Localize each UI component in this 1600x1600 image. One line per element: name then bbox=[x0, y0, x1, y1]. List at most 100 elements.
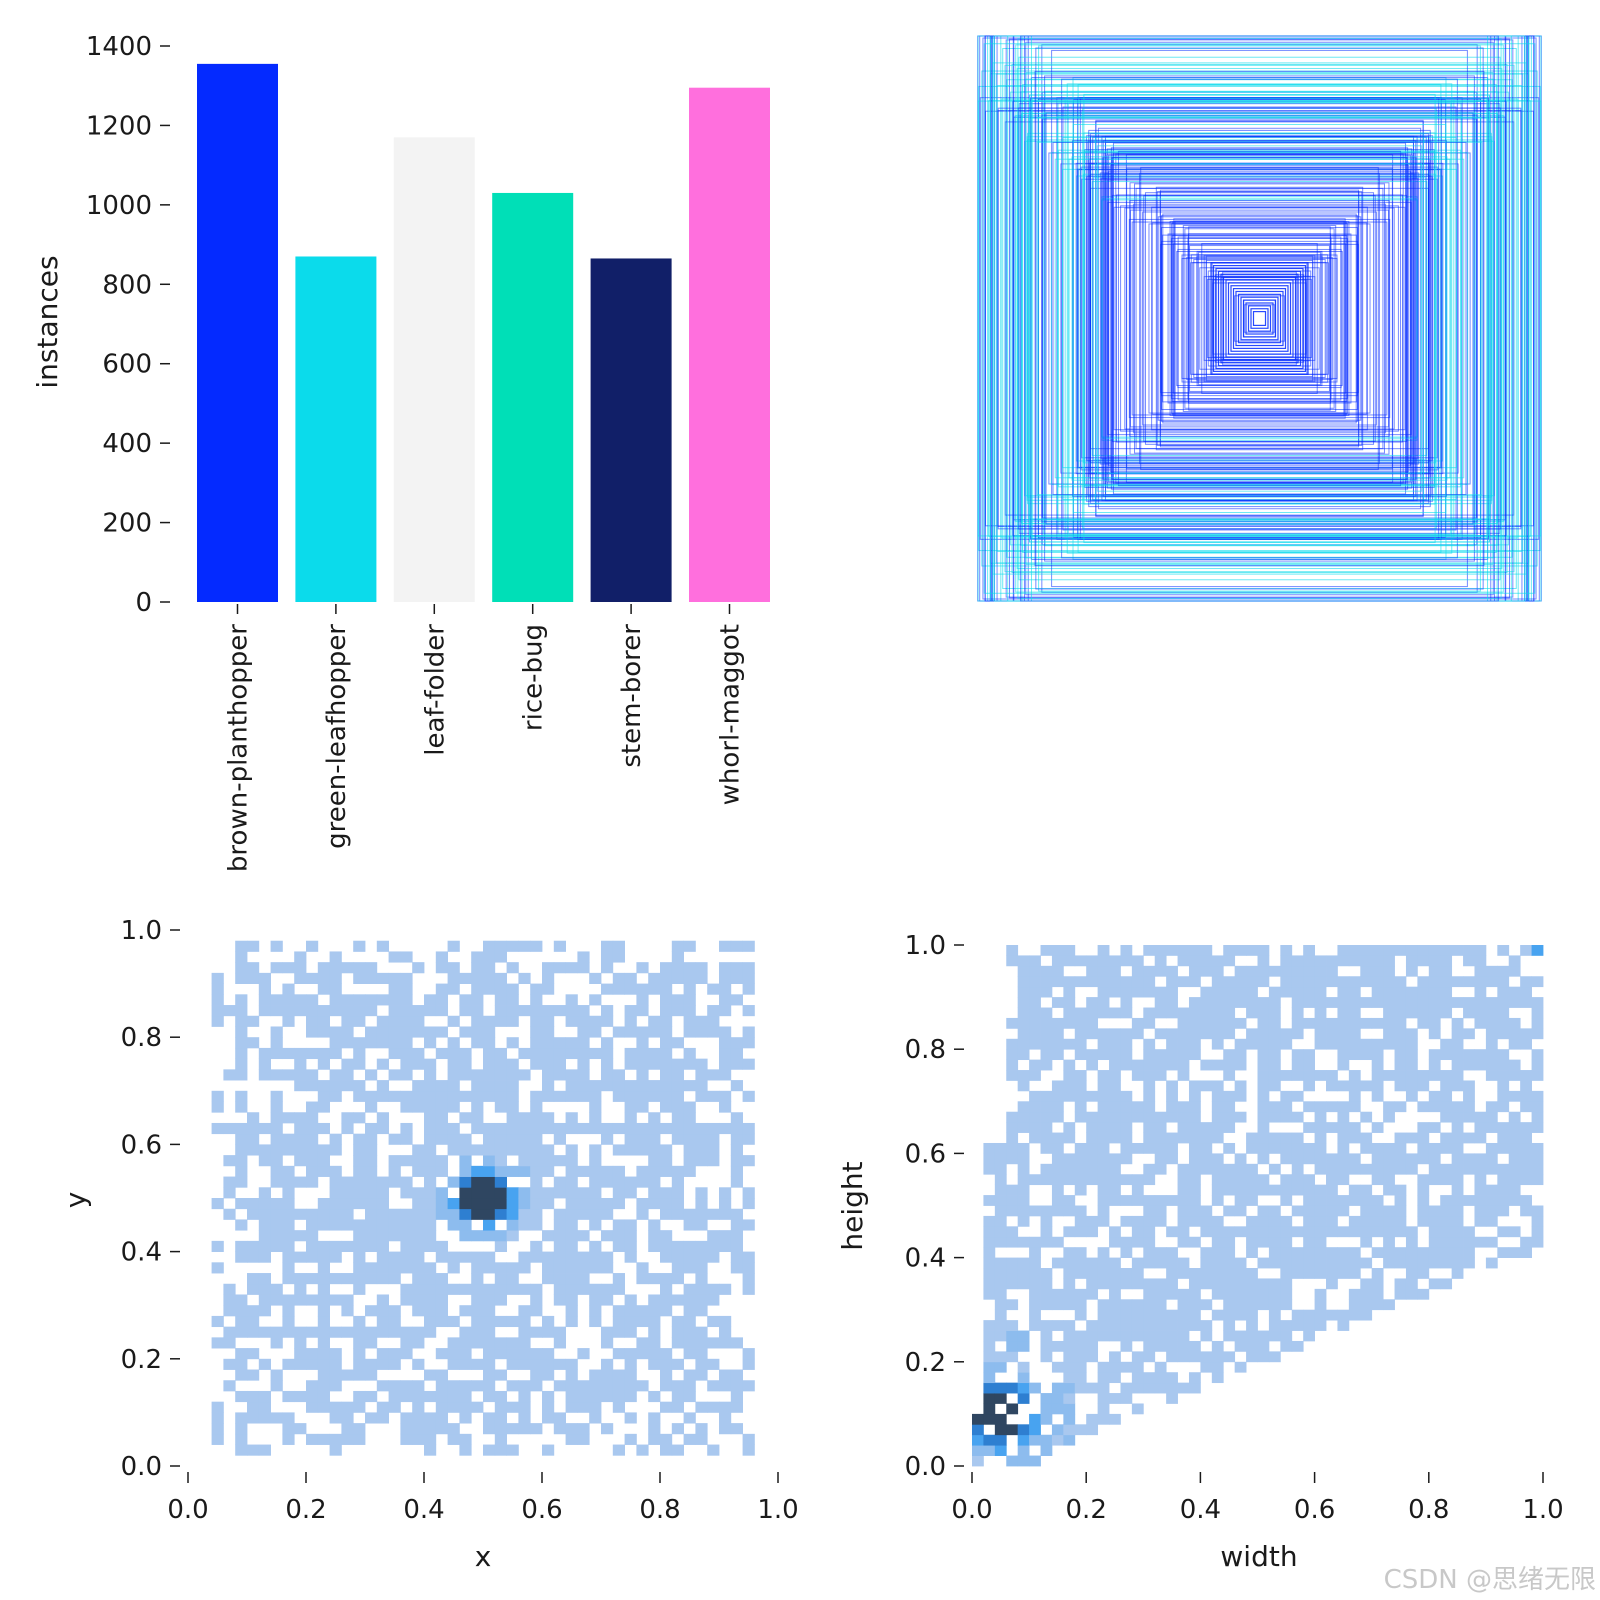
xy-heatmap-cell bbox=[707, 1380, 720, 1392]
bounding-box-small bbox=[1240, 296, 1279, 341]
xy-heatmap-cell bbox=[660, 1305, 673, 1317]
xy-heatmap-cell bbox=[471, 951, 484, 963]
wh-heatmap-cell bbox=[1086, 1288, 1099, 1300]
wh-heatmap-cell bbox=[1531, 1070, 1544, 1081]
xy-heatmap-cell bbox=[435, 1240, 448, 1252]
wh-heatmap-cell bbox=[1017, 1017, 1030, 1029]
xy-heatmap-cell bbox=[459, 994, 472, 1006]
xy-heatmap-cell bbox=[518, 1262, 531, 1274]
wh-heatmap-cell bbox=[1257, 1049, 1270, 1061]
bounding-box bbox=[1030, 100, 1489, 537]
wh-heatmap-cell bbox=[1246, 1184, 1258, 1196]
bounding-box bbox=[1057, 115, 1462, 522]
wh-heatmap-cell bbox=[1246, 1226, 1258, 1238]
xy-heatmap-cell bbox=[695, 1240, 708, 1252]
xy-heatmap-cell bbox=[530, 1026, 543, 1038]
xy-heatmap-cell bbox=[648, 1305, 661, 1317]
xy-heatmap-cell bbox=[235, 962, 248, 974]
wh-heatmap-cell bbox=[1074, 1288, 1087, 1300]
wh-heatmap-cell bbox=[1029, 965, 1041, 977]
xy-heatmap-cell bbox=[459, 1155, 472, 1167]
xy-heatmap-cell bbox=[530, 1176, 543, 1188]
wh-heatmap-cell bbox=[1485, 1059, 1498, 1071]
wh-heatmap-cell bbox=[1383, 1205, 1395, 1217]
wh-heatmap-cell bbox=[1097, 976, 1110, 988]
xy-heatmap-cell bbox=[530, 1165, 543, 1177]
wh-heatmap-cell bbox=[1063, 1174, 1076, 1186]
xy-heatmap-cell bbox=[306, 1380, 319, 1392]
xy-heatmap-cell bbox=[624, 1047, 637, 1060]
wh-heatmap-cell bbox=[1360, 1226, 1373, 1238]
wh-heatmap-cell bbox=[1497, 945, 1510, 956]
wh-heatmap-cell bbox=[1531, 1215, 1544, 1227]
wh-heatmap-cell bbox=[983, 1288, 996, 1300]
xy-heatmap-cell bbox=[671, 940, 684, 952]
xy-heatmap-cell bbox=[683, 1240, 696, 1252]
wh-heatmap-cell bbox=[1188, 1122, 1201, 1133]
bounding-box bbox=[1151, 206, 1368, 431]
wh-heatmap-cell bbox=[1428, 955, 1441, 967]
xy-heatmap-cell bbox=[494, 1080, 507, 1092]
xy-heatmap-cell bbox=[553, 1358, 566, 1370]
xy-heatmap-cell bbox=[683, 1026, 696, 1038]
wh-heatmap-cell bbox=[972, 1434, 984, 1446]
wh-heatmap-cell bbox=[1257, 1070, 1270, 1081]
wh-heatmap-cell bbox=[1428, 997, 1441, 1008]
wh-heatmap-cell bbox=[1497, 1195, 1510, 1206]
xy-heatmap-cell bbox=[306, 1080, 319, 1092]
wh-heatmap-cell bbox=[1348, 997, 1361, 1008]
xy-heatmap-cell bbox=[494, 1101, 507, 1113]
wh-heatmap-cell bbox=[1463, 997, 1475, 1008]
wh-heatmap-cell bbox=[1428, 986, 1441, 998]
xy-heatmap-cell bbox=[577, 1026, 590, 1038]
wh-heatmap-cell bbox=[1097, 1330, 1110, 1342]
wh-heatmap-cell bbox=[994, 1215, 1007, 1227]
wh-heatmap-cell bbox=[1360, 1288, 1373, 1300]
xy-heatmap-cell bbox=[400, 1133, 413, 1145]
xy-heatmap-cell bbox=[424, 1122, 437, 1135]
wh-heatmap-cell bbox=[1234, 1330, 1247, 1342]
xy-heatmap-cell bbox=[518, 1412, 531, 1424]
xy-heatmap-cell bbox=[707, 1133, 720, 1145]
bounding-box bbox=[1215, 276, 1304, 361]
wh-heatmap-cell bbox=[1120, 1174, 1133, 1186]
wh-heatmap-cell bbox=[1109, 1163, 1121, 1175]
xy-heatmap-cell bbox=[247, 1326, 260, 1338]
wh-heatmap-cell bbox=[1051, 1320, 1064, 1331]
xy-heatmap-cell bbox=[317, 1262, 330, 1274]
wh-heatmap-cell bbox=[1006, 1017, 1019, 1029]
xy-heatmap-cell bbox=[636, 1208, 649, 1220]
wh-heatmap-cell bbox=[1291, 1049, 1304, 1061]
wh-heatmap-cell bbox=[1177, 1299, 1190, 1311]
xy-heatmap-cell bbox=[400, 1380, 413, 1392]
wh-heatmap-cell bbox=[1428, 1215, 1441, 1227]
wh-heatmap-cell bbox=[1063, 1330, 1076, 1342]
wh-heatmap-cell bbox=[994, 1330, 1007, 1342]
xy-heatmap-cell bbox=[636, 1337, 649, 1349]
xy-heatmap-cell bbox=[258, 1230, 271, 1242]
xy-heatmap-cell bbox=[671, 1208, 684, 1220]
xy-heatmap-cell bbox=[506, 962, 519, 974]
xy-heatmap-cell bbox=[518, 1133, 531, 1145]
wh-heatmap-cell bbox=[1006, 1038, 1019, 1050]
wh-heatmap-cell bbox=[1360, 1049, 1373, 1061]
wh-heatmap-cell bbox=[1520, 1070, 1532, 1081]
xy-heatmap-cell bbox=[518, 1315, 531, 1328]
xy-heatmap-cell bbox=[412, 1390, 425, 1403]
wh-heatmap-cell bbox=[1440, 955, 1453, 967]
xy-heatmap-cell bbox=[518, 1423, 531, 1435]
xy-heatmap-cell bbox=[624, 1305, 637, 1317]
xy-heatmap-cell bbox=[707, 1315, 720, 1328]
wh-heatmap-cell bbox=[1109, 1059, 1121, 1071]
wh-heatmap-cell bbox=[1485, 1017, 1498, 1029]
wh-heatmap-cell bbox=[1497, 976, 1510, 988]
wh-heatmap-cell bbox=[1508, 955, 1521, 967]
xy-heatmap-cell bbox=[530, 1369, 543, 1381]
xy-heatmap-cell bbox=[223, 1176, 236, 1188]
wh-heatmap-cell bbox=[972, 1445, 984, 1456]
xy-heatmap-cell bbox=[648, 1133, 661, 1145]
wh-heatmap-cell bbox=[1188, 1236, 1201, 1248]
xy-heatmap-cell bbox=[223, 1155, 236, 1167]
wh-heatmap-cell bbox=[1051, 1288, 1064, 1300]
bar-y-tick-label: 1400 bbox=[86, 32, 152, 62]
